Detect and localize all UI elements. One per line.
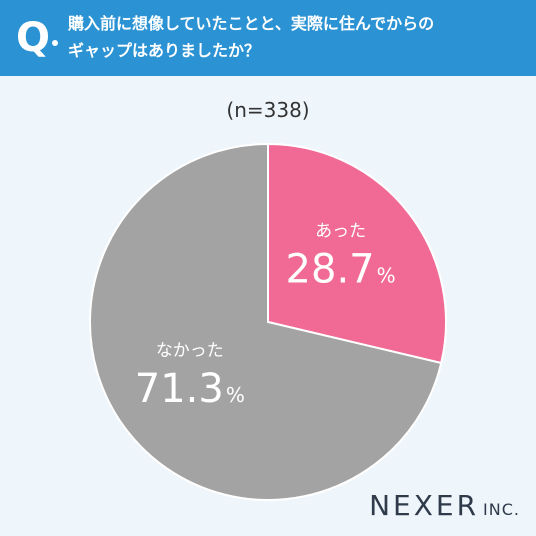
sample-size-label: (n=338)	[226, 98, 310, 122]
slice-value-unit-2: %	[226, 383, 245, 407]
slice-category-label-2: なかった	[156, 341, 224, 361]
slice-value-label-2: 71.3%	[135, 366, 245, 412]
logo-main-text: NEXER	[369, 489, 480, 522]
pie-slice-1	[267, 142, 447, 365]
slice-category-label-1: あった	[315, 222, 366, 242]
slice-value-number-1: 28.7	[286, 247, 375, 293]
question-line-2: ギャップはありましたか？	[68, 41, 261, 60]
question-text: 購入前に想像していたことと、実際に住んでからの ギャップはありましたか？	[68, 10, 528, 64]
question-line-1: 購入前に想像していたことと、実際に住んでからの	[68, 14, 435, 33]
slice-value-label-1: 28.7%	[286, 247, 396, 293]
slice-value-unit-1: %	[377, 264, 396, 288]
nexer-logo: NEXER INC.	[369, 489, 520, 522]
logo-sub-text: INC.	[483, 500, 520, 519]
question-banner: Q 購入前に想像していたことと、実際に住んでからの ギャップはありましたか？	[0, 0, 536, 76]
pie-slice-2	[89, 142, 443, 501]
question-mark-letter: Q	[16, 15, 51, 61]
question-mark-dot	[52, 40, 58, 46]
slice-value-number-2: 71.3	[135, 366, 224, 412]
